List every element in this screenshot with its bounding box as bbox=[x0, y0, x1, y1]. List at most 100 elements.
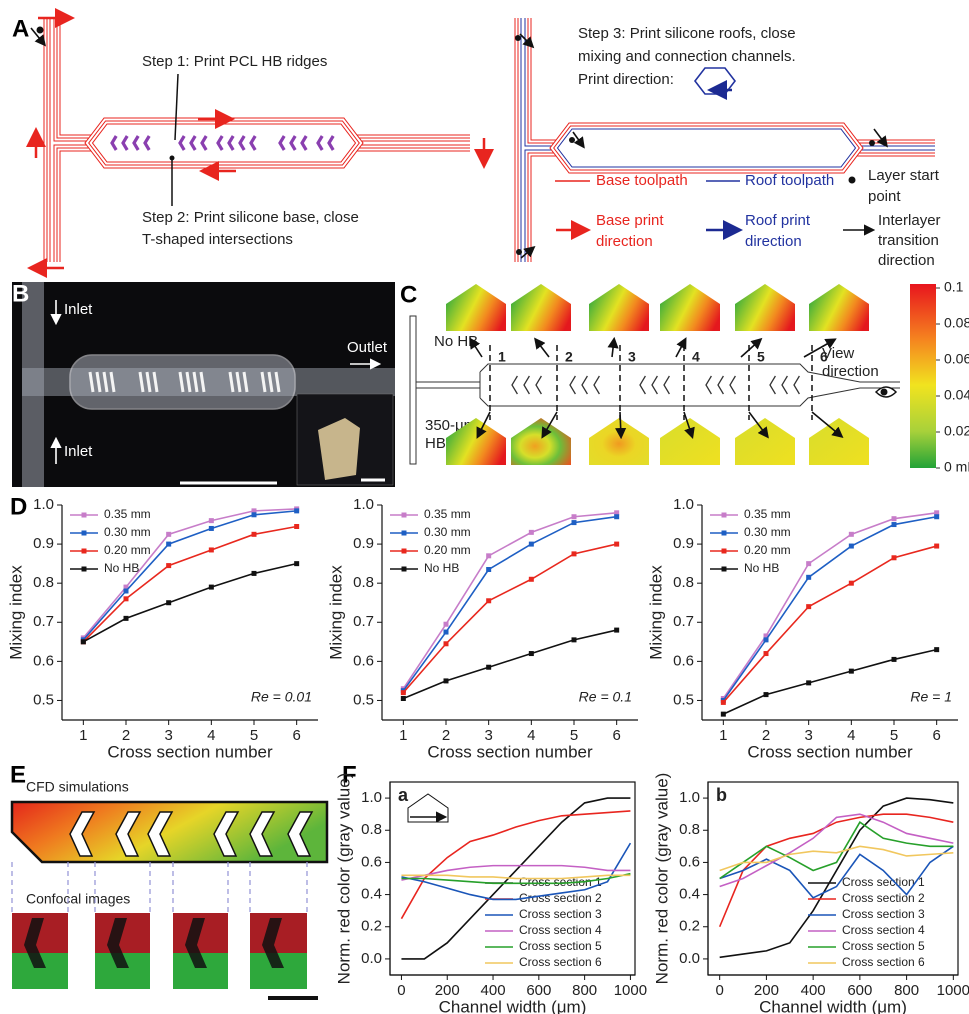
ridge bbox=[652, 376, 657, 394]
legend-label: Cross section 3 bbox=[842, 907, 925, 921]
x-tick-label: 6 bbox=[932, 727, 940, 744]
ridge bbox=[582, 376, 587, 394]
legend-label: Cross section 3 bbox=[519, 907, 602, 921]
y-tick-label: 0.5 bbox=[673, 691, 694, 708]
y-tick-label: 0.9 bbox=[33, 535, 54, 552]
panel-a-shape bbox=[569, 137, 575, 143]
step-3: Step 3: Print silicone roofs, close bbox=[578, 25, 796, 42]
inlet-label: Inlet bbox=[64, 443, 93, 460]
legend-label: Base toolpath bbox=[596, 172, 688, 189]
figure: A Step 1: Print PCL HB ridges Step 2: Pr… bbox=[0, 0, 969, 1014]
y-tick-label: 1.0 bbox=[679, 789, 700, 806]
point bbox=[572, 637, 577, 642]
x-tick-label: 1 bbox=[399, 727, 407, 744]
point bbox=[572, 551, 577, 556]
legend-label: transition bbox=[878, 232, 939, 249]
point bbox=[209, 526, 214, 531]
point bbox=[401, 690, 406, 695]
x-tick-label: 600 bbox=[847, 982, 872, 999]
legend-label: 0.30 mm bbox=[104, 525, 151, 539]
legend-marker bbox=[402, 567, 407, 572]
colorbar-tick-label: 0.06 bbox=[944, 351, 969, 367]
step-2: Step 2: Print silicone base, close bbox=[142, 209, 359, 226]
point bbox=[849, 581, 854, 586]
point bbox=[934, 544, 939, 549]
legend-label: 0.20 mm bbox=[424, 543, 471, 557]
ridge bbox=[524, 376, 529, 394]
y-tick-label: 0.4 bbox=[361, 886, 382, 903]
colorbar-tick-label: 0.08 bbox=[944, 315, 969, 331]
x-tick-label: 400 bbox=[481, 982, 506, 999]
legend-marker bbox=[82, 513, 87, 518]
y-tick-label: 1.0 bbox=[361, 789, 382, 806]
panel-c-shape bbox=[881, 389, 888, 396]
panel-c-shape bbox=[410, 316, 416, 464]
panel-b: B Inlet Inlet Outlet bbox=[12, 280, 395, 487]
panel-a-shape bbox=[849, 177, 856, 184]
section-number: 6 bbox=[820, 349, 828, 365]
cfd-label: CFD simulations bbox=[26, 779, 129, 795]
legend-marker bbox=[722, 567, 727, 572]
x-tick-label: 0 bbox=[397, 982, 405, 999]
cross-section-hb bbox=[660, 418, 720, 465]
y-tick-label: 1.0 bbox=[353, 496, 374, 513]
series-line bbox=[723, 650, 936, 715]
series-line bbox=[403, 513, 616, 689]
chart-title: a bbox=[398, 785, 409, 805]
y-tick-label: 0.6 bbox=[673, 652, 694, 669]
legend-marker bbox=[402, 531, 407, 536]
point bbox=[294, 508, 299, 513]
point bbox=[401, 696, 406, 701]
annotation: Re = 0.01 bbox=[251, 689, 312, 705]
cross-section-no-hb bbox=[511, 284, 571, 331]
legend-marker bbox=[82, 567, 87, 572]
x-axis-label: Channel width (μm) bbox=[759, 997, 907, 1014]
legend-label: Cross section 5 bbox=[519, 939, 602, 953]
ridge bbox=[718, 376, 723, 394]
series-line bbox=[723, 513, 936, 699]
y-tick-label: 0.8 bbox=[353, 574, 374, 591]
hb-label: HB bbox=[425, 435, 446, 452]
y-tick-label: 0.2 bbox=[679, 918, 700, 935]
y-tick-label: 0.8 bbox=[673, 574, 694, 591]
hb-ridges bbox=[512, 376, 799, 394]
x-axis-label: Cross section number bbox=[747, 742, 913, 761]
y-axis-label: Mixing index bbox=[326, 565, 345, 660]
y-axis-label: Mixing index bbox=[6, 565, 25, 660]
x-tick-label: 3 bbox=[164, 727, 172, 744]
section-number: 3 bbox=[628, 349, 636, 365]
section-number: 2 bbox=[565, 349, 573, 365]
cross-section-no-hb bbox=[809, 284, 869, 331]
point bbox=[166, 542, 171, 547]
panel-a-shape bbox=[869, 140, 875, 146]
x-tick-label: 2 bbox=[762, 727, 770, 744]
y-tick-label: 0.6 bbox=[679, 853, 700, 870]
y-tick-label: 0.6 bbox=[33, 652, 54, 669]
point bbox=[934, 647, 939, 652]
x-tick-label: 400 bbox=[801, 982, 826, 999]
ridge bbox=[794, 376, 799, 394]
point bbox=[572, 520, 577, 525]
y-tick-label: 0.6 bbox=[353, 652, 374, 669]
point bbox=[849, 669, 854, 674]
legend-label: Cross section 4 bbox=[842, 923, 925, 937]
x-axis-label: Cross section number bbox=[427, 742, 593, 761]
legend-label: No HB bbox=[424, 561, 459, 575]
point bbox=[529, 542, 534, 547]
legend-label: direction bbox=[596, 233, 653, 250]
point bbox=[252, 571, 257, 576]
y-tick-label: 0.5 bbox=[33, 691, 54, 708]
legend-marker bbox=[82, 549, 87, 554]
point bbox=[81, 639, 86, 644]
ridge bbox=[640, 376, 645, 394]
legend-label: Interlayer bbox=[878, 212, 941, 229]
x-tick-label: 6 bbox=[292, 727, 300, 744]
point bbox=[892, 522, 897, 527]
legend-label: 0.35 mm bbox=[424, 507, 471, 521]
step-3: Print direction: bbox=[578, 71, 674, 88]
legend-label: 0.35 mm bbox=[104, 507, 151, 521]
section-number: 4 bbox=[692, 349, 700, 365]
step-1: Step 1: Print PCL HB ridges bbox=[142, 53, 327, 70]
point bbox=[849, 532, 854, 537]
cross-section-hb bbox=[735, 418, 795, 465]
